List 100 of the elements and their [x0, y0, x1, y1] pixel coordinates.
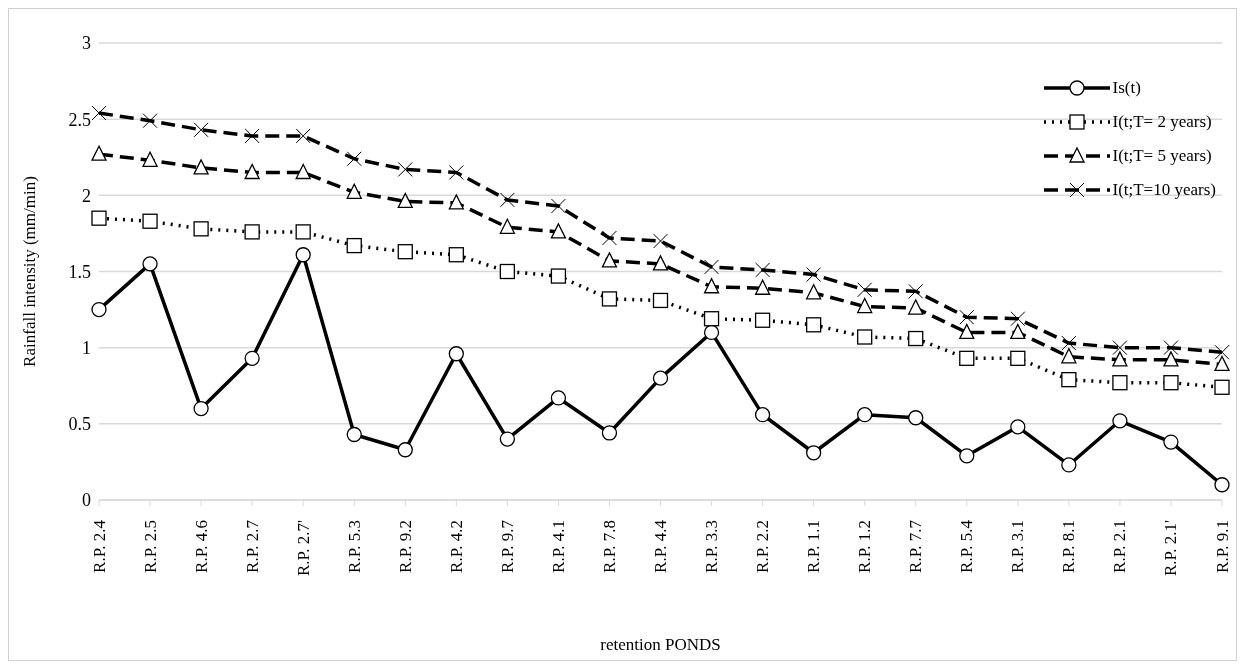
x-axis-title: retention PONDS [600, 635, 721, 654]
point [295, 128, 311, 144]
point [703, 324, 720, 341]
point [550, 223, 567, 239]
point [346, 151, 362, 167]
point [346, 183, 362, 199]
x-tick-label: R.P. 8.1 [1059, 520, 1079, 573]
x-tick-label: R.P. 2.7 [242, 519, 262, 573]
point [857, 282, 873, 298]
point [857, 297, 873, 314]
point [499, 192, 515, 208]
point [703, 311, 720, 327]
x-tick-label: R.P. 9.7 [497, 519, 517, 573]
y-tick-label: 2.5 [68, 109, 91, 130]
point [193, 400, 209, 417]
point [550, 268, 567, 284]
point [448, 194, 464, 210]
point [601, 291, 618, 307]
x-tick-label: R.P. 7.8 [599, 520, 619, 573]
point [1112, 351, 1128, 367]
point [142, 113, 158, 129]
point [704, 259, 720, 275]
x-tick-label: R.P. 2.5 [140, 520, 160, 573]
x-tick-label: R.P. 3.3 [702, 520, 722, 573]
point [1112, 413, 1128, 429]
point [1163, 375, 1179, 391]
point [244, 224, 260, 240]
point [499, 431, 516, 447]
point [857, 329, 873, 345]
point [295, 163, 311, 180]
point [397, 442, 413, 458]
point [346, 426, 362, 443]
y-tick-label: 1 [82, 338, 91, 359]
point [448, 247, 464, 263]
point [703, 278, 720, 294]
point [1214, 344, 1230, 360]
point [397, 161, 413, 177]
point [91, 210, 107, 226]
point [601, 425, 618, 441]
point [142, 151, 158, 167]
point [805, 317, 822, 333]
point [448, 164, 464, 180]
x-tick-label: R.P. 9.1 [1212, 520, 1232, 573]
x-tick-label: R.P. 5.4 [957, 519, 977, 573]
point [908, 330, 924, 347]
point [91, 105, 107, 121]
legend-label: I(t;T=10 years) [1112, 180, 1216, 200]
point [959, 448, 975, 464]
point [1010, 350, 1026, 366]
point [908, 410, 924, 426]
x-tick-label: R.P. 1.1 [804, 520, 824, 573]
point [142, 213, 158, 229]
point [346, 237, 362, 254]
point [1163, 340, 1179, 356]
point [652, 370, 669, 386]
point [1163, 434, 1179, 450]
point [908, 299, 924, 315]
point [1061, 348, 1077, 364]
legend-label: Is(t) [1112, 78, 1141, 98]
x-tick-label: R.P. 2.1' [1161, 520, 1181, 576]
point [755, 262, 771, 278]
y-tick-label: 0.5 [68, 414, 91, 435]
x-tick-label: R.P. 2.7' [293, 520, 313, 576]
point [754, 407, 771, 423]
point [653, 233, 668, 249]
point [499, 263, 516, 280]
point [244, 163, 260, 180]
point [1214, 355, 1230, 372]
point [91, 145, 107, 161]
point [550, 198, 566, 214]
point [1010, 419, 1026, 435]
point [91, 301, 107, 318]
y-tick-label: 3 [82, 33, 91, 54]
point [295, 224, 311, 240]
point [550, 390, 567, 406]
point [601, 230, 617, 246]
point [1214, 379, 1230, 395]
y-tick-label: 0 [82, 490, 91, 511]
x-tick-label: R.P. 4.1 [548, 520, 568, 573]
point [1112, 375, 1128, 391]
x-tick-label: R.P. 1.2 [855, 520, 875, 573]
point [959, 350, 975, 366]
x-tick-label: R.P. 4.6 [191, 520, 211, 573]
point [1010, 323, 1026, 340]
point [448, 346, 464, 362]
point [805, 284, 822, 300]
x-tick-label: R.P. 4.2 [446, 520, 466, 573]
point [652, 292, 669, 309]
point [397, 244, 413, 260]
point [652, 255, 669, 271]
point [295, 247, 311, 263]
point [244, 128, 260, 144]
y-tick-label: 1.5 [68, 261, 91, 282]
point [908, 283, 924, 299]
point [959, 309, 975, 325]
point [806, 267, 822, 283]
x-tick-label: R.P. 2.2 [753, 520, 773, 573]
x-tick-label: R.P. 7.7 [906, 519, 926, 573]
point [1061, 457, 1077, 473]
point [1214, 477, 1230, 493]
